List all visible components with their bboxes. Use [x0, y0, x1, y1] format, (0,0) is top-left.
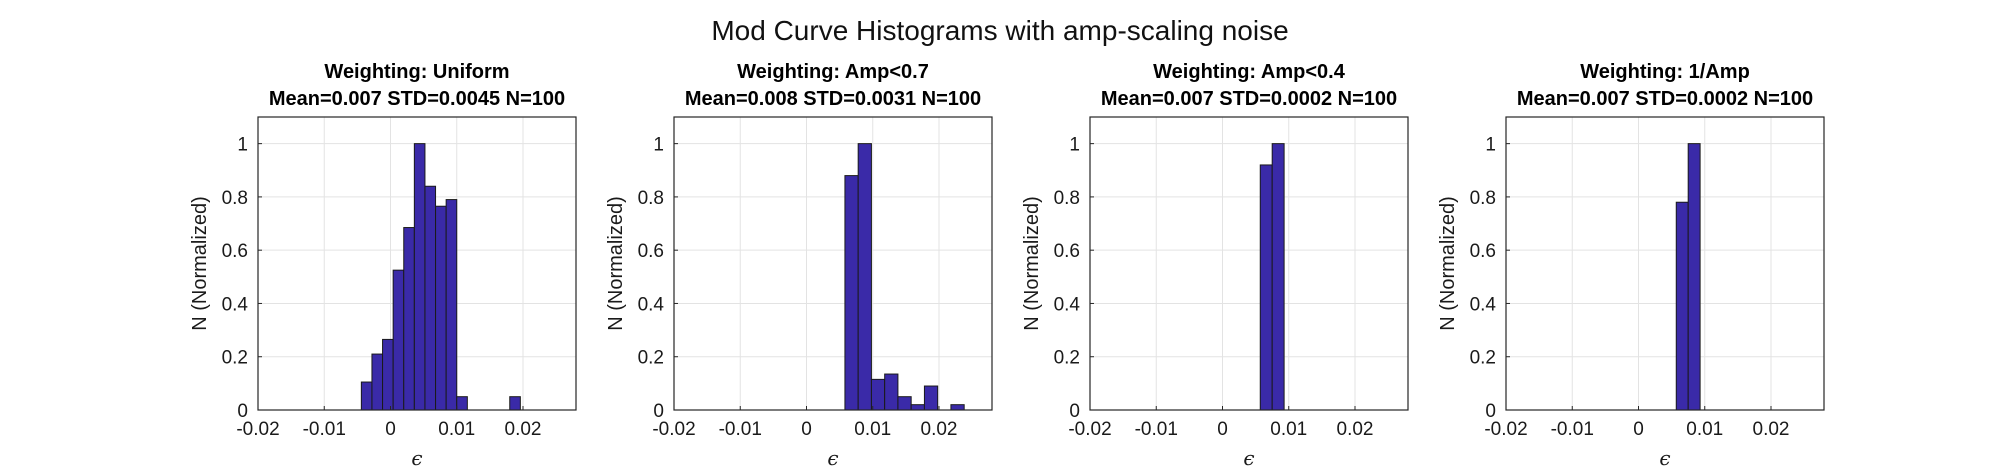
histogram-bar: [413, 143, 426, 411]
x-tick-label: 0.02: [1337, 419, 1374, 440]
x-axis-label: ϵ: [1659, 446, 1670, 469]
histogram-bar: [435, 205, 447, 411]
x-tick-label: -0.02: [652, 419, 695, 440]
panel-title: Weighting: Amp<0.4: [1153, 61, 1346, 83]
y-tick-label: 0.2: [1054, 348, 1080, 369]
y-tick-label: 0.6: [222, 241, 248, 262]
histogram-bar: [910, 404, 925, 411]
figure-title: Mod Curve Histograms with amp-scaling no…: [711, 15, 1288, 46]
y-tick-label: 0.4: [1470, 294, 1497, 315]
y-tick-label: 1: [237, 135, 248, 156]
histogram-bar: [509, 396, 521, 411]
y-axis-label: N (Normalized): [1437, 196, 1459, 330]
y-tick-label: 0: [653, 401, 664, 422]
x-tick-label: 0.02: [921, 419, 958, 440]
x-axis-label: ϵ: [411, 446, 422, 469]
x-tick-label: 0.01: [438, 419, 475, 440]
histogram-bar: [1675, 201, 1689, 411]
panel-title: Weighting: Amp<0.7: [737, 61, 929, 83]
plot-area: [1506, 117, 1824, 410]
panel-subtitle: Mean=0.007 STD=0.0002 N=100: [1101, 88, 1397, 110]
histogram-bar: [844, 175, 859, 411]
x-tick-label: 0: [801, 419, 812, 440]
histogram-bar: [923, 385, 939, 411]
y-tick-label: 1: [653, 135, 664, 156]
y-tick-label: 0.8: [1054, 188, 1080, 209]
histogram-bar: [456, 396, 468, 411]
x-tick-label: -0.01: [1135, 419, 1178, 440]
histogram-bar: [950, 404, 965, 411]
y-tick-label: 0.6: [1470, 241, 1496, 262]
x-tick-label: 0.01: [854, 419, 891, 440]
x-tick-label: 0.02: [505, 419, 542, 440]
panel-subtitle: Mean=0.008 STD=0.0031 N=100: [685, 88, 981, 110]
y-tick-label: 0.4: [1054, 294, 1081, 315]
histogram-panel: -0.02 -0.01 0 0.01 0.02 0 0.2 0.4 0.6 0.8 1 Weighti…: [605, 61, 993, 469]
histogram-bar: [371, 353, 384, 411]
axes-box: [673, 116, 993, 411]
axes-box: [1505, 116, 1825, 411]
histogram-bar: [424, 185, 437, 411]
x-tick-label: 0.01: [1686, 419, 1723, 440]
y-tick-label: 0: [1485, 401, 1496, 422]
x-axis-label: ϵ: [1243, 446, 1254, 469]
axes-box: [257, 116, 577, 411]
x-tick-label: -0.01: [1551, 419, 1594, 440]
histogram-bar: [1259, 164, 1273, 411]
x-tick-label: -0.02: [1484, 419, 1527, 440]
y-tick-label: 0.8: [638, 188, 664, 209]
panel-title: Weighting: Uniform: [324, 61, 509, 83]
y-tick-label: 0.4: [638, 294, 665, 315]
histogram-bar: [884, 373, 899, 411]
histogram-bar: [1271, 143, 1285, 411]
y-tick-label: 0: [237, 401, 248, 422]
y-tick-label: 0.8: [1470, 188, 1496, 209]
histogram-bar: [360, 381, 373, 411]
y-axis-label: N (Normalized): [189, 196, 211, 330]
y-tick-label: 0.4: [222, 294, 249, 315]
y-axis-label: N (Normalized): [1021, 196, 1043, 330]
histogram-bar: [392, 269, 405, 411]
y-tick-label: 0.8: [222, 188, 248, 209]
y-tick-label: 0.2: [222, 348, 248, 369]
panel-title: Weighting: 1/Amp: [1580, 61, 1750, 83]
histogram-bar: [403, 227, 415, 411]
x-tick-label: -0.02: [236, 419, 279, 440]
histogram-bar: [1687, 143, 1701, 411]
histogram-bar: [857, 143, 872, 411]
axes-box: [1089, 116, 1409, 411]
histogram-panel: -0.02 -0.01 0 0.01 0.02 0 0.2 0.4 0.6 0.8 1 Weighti…: [189, 61, 577, 469]
x-tick-label: 0: [1217, 419, 1228, 440]
x-tick-label: 0.02: [1753, 419, 1790, 440]
histogram-panel: -0.02 -0.01 0 0.01 0.02 0 0.2 0.4 0.6 0.8 1 Weighti…: [1437, 61, 1825, 469]
x-tick-label: -0.01: [303, 419, 346, 440]
x-axis-label: ϵ: [827, 446, 838, 469]
plot-area: [674, 117, 992, 410]
y-tick-label: 0.6: [1054, 241, 1080, 262]
histogram-panel: -0.02 -0.01 0 0.01 0.02 0 0.2 0.4 0.6 0.8 1 Weighti…: [1021, 61, 1409, 469]
x-tick-label: 0: [385, 419, 396, 440]
y-tick-label: 0.2: [638, 348, 664, 369]
y-axis-label: N (Normalized): [605, 196, 627, 330]
plot-area: [1090, 117, 1408, 410]
histogram-bar: [870, 378, 886, 411]
x-tick-label: -0.01: [719, 419, 762, 440]
subplot-grid: -0.02 -0.01 0 0.01 0.02 0 0.2 0.4 0.6 0.8 1 Weighti…: [189, 61, 1825, 469]
y-tick-label: 0.2: [1470, 348, 1496, 369]
panel-subtitle: Mean=0.007 STD=0.0002 N=100: [1517, 88, 1813, 110]
histogram-bar: [382, 338, 394, 411]
histogram-bar: [445, 199, 458, 411]
x-tick-label: 0: [1633, 419, 1644, 440]
x-tick-label: 0.01: [1270, 419, 1307, 440]
y-tick-label: 0: [1069, 401, 1080, 422]
histogram-bar: [897, 396, 912, 411]
panel-subtitle: Mean=0.007 STD=0.0045 N=100: [269, 88, 565, 110]
y-tick-label: 1: [1485, 135, 1496, 156]
y-tick-label: 1: [1069, 135, 1080, 156]
x-tick-label: -0.02: [1068, 419, 1111, 440]
y-tick-label: 0.6: [638, 241, 664, 262]
